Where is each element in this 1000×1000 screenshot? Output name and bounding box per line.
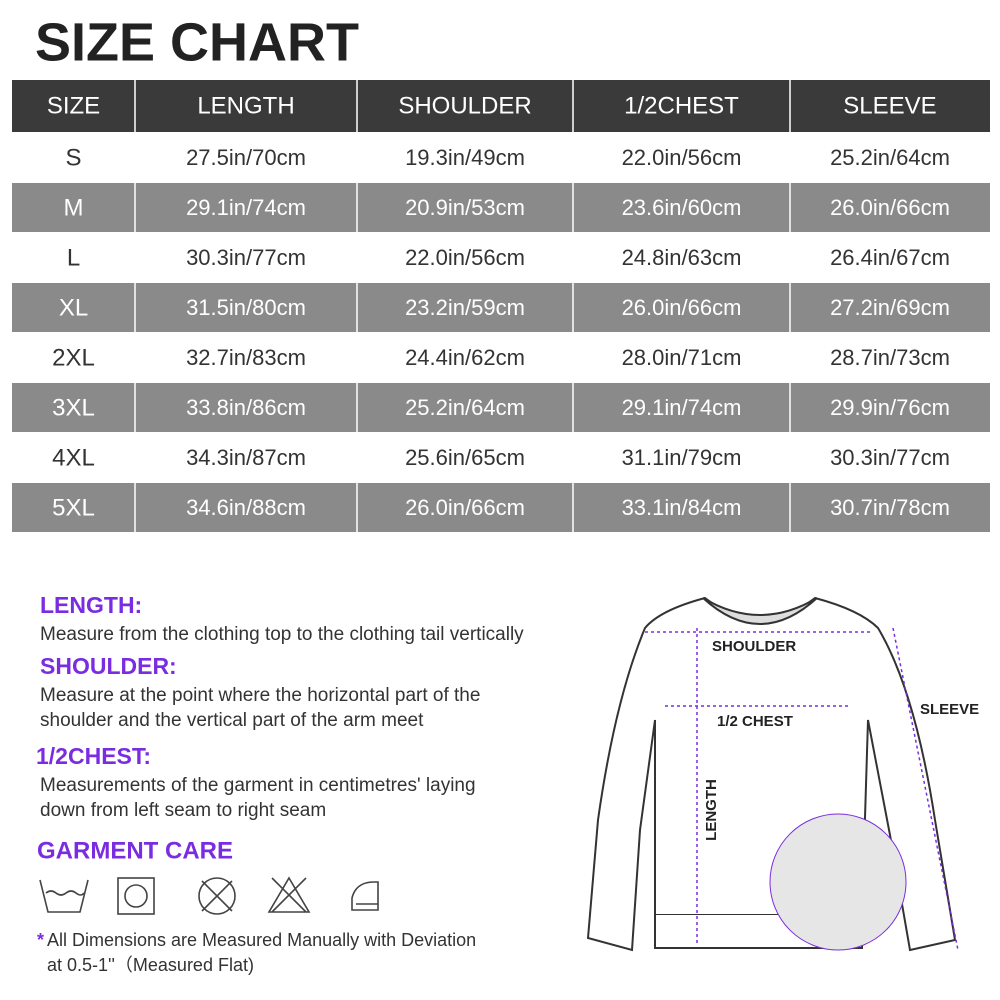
table-cell: 29.9in/76cm xyxy=(830,395,950,420)
table-cell: 30.7in/78cm xyxy=(830,495,950,520)
table-cell: 26.4in/67cm xyxy=(830,245,950,270)
table-cell: 24.8in/63cm xyxy=(622,245,742,270)
row-band xyxy=(12,483,990,532)
size-cell: 3XL xyxy=(52,394,95,421)
table-cell: 23.6in/60cm xyxy=(622,195,742,220)
footnote-line: at 0.5-1''（Measured Flat) xyxy=(47,955,254,975)
no-bleach-icon xyxy=(267,876,311,913)
table-cell: 30.3in/77cm xyxy=(830,445,950,470)
measure-lines xyxy=(645,627,959,951)
table-cell: 22.0in/56cm xyxy=(622,145,742,170)
definition-text: Measure at the point where the horizonta… xyxy=(40,685,480,706)
size-cell: S xyxy=(65,144,81,171)
table-cell: 19.3in/49cm xyxy=(405,145,525,170)
table-cell: 24.4in/62cm xyxy=(405,345,525,370)
size-cell: 4XL xyxy=(52,444,95,471)
table-cell: 28.7in/73cm xyxy=(830,345,950,370)
definition-text: down from left seam to right seam xyxy=(40,800,326,821)
table-cell: 34.3in/87cm xyxy=(186,445,306,470)
table-cell: 29.1in/74cm xyxy=(622,395,742,420)
header-cell: 1/2CHEST xyxy=(624,92,739,119)
diagram-label: 1/2 CHEST xyxy=(717,713,793,730)
care-title: GARMENT CARE xyxy=(37,837,233,864)
iron-icon xyxy=(351,881,379,911)
size-cell: XL xyxy=(59,294,88,321)
dryer-icon xyxy=(117,877,155,915)
dryer-circle xyxy=(124,884,148,908)
table-cell: 27.5in/70cm xyxy=(186,145,306,170)
diagram-label: SLEEVE xyxy=(920,701,979,718)
definition-term: SHOULDER: xyxy=(40,653,177,679)
sweater xyxy=(586,596,957,952)
table-cell: 33.1in/84cm xyxy=(622,495,742,520)
footnote-line: All Dimensions are Measured Manually wit… xyxy=(47,930,476,950)
size-table: SIZE LENGTH SHOULDER 1/2CHEST SLEEVE S 27.5in/… xyxy=(12,80,990,532)
table-cell: 23.2in/59cm xyxy=(405,295,525,320)
table-cell: 30.3in/77cm xyxy=(186,245,306,270)
definition-term: LENGTH: xyxy=(40,592,142,618)
header-cell: SLEEVE xyxy=(843,92,936,119)
title: SIZE CHART xyxy=(35,12,359,72)
header-cell: LENGTH xyxy=(197,92,294,119)
table-cell: 25.6in/65cm xyxy=(405,445,525,470)
footnote-marker: * xyxy=(37,930,44,950)
definition-text: Measure from the clothing top to the clo… xyxy=(40,624,524,645)
table-cell: 20.9in/53cm xyxy=(405,195,525,220)
table-cell: 31.1in/79cm xyxy=(622,445,742,470)
size-cell: M xyxy=(64,194,84,221)
diagram-label: LENGTH xyxy=(703,779,720,841)
no-dryclean-icon xyxy=(198,877,236,915)
care-icons xyxy=(39,876,379,915)
header-row xyxy=(12,80,990,132)
table-cell: 28.0in/71cm xyxy=(622,345,742,370)
definitions: LENGTH: Measure from the clothing top to … xyxy=(36,592,524,821)
collar xyxy=(702,597,818,625)
table-cell: 26.0in/66cm xyxy=(405,495,525,520)
table-cell: 26.0in/66cm xyxy=(622,295,742,320)
size-cell: 2XL xyxy=(52,344,95,371)
wash-icon xyxy=(39,879,89,913)
definition-text: Measurements of the garment in centimetr… xyxy=(40,775,476,796)
table-cell: 33.8in/86cm xyxy=(186,395,306,420)
fabric-swatch xyxy=(769,813,907,951)
diagram-label: SHOULDER xyxy=(712,638,796,655)
table-cell: 29.1in/74cm xyxy=(186,195,306,220)
definition-text: shoulder and the vertical part of the ar… xyxy=(40,710,424,731)
size-cell: 5XL xyxy=(52,494,95,521)
row-band xyxy=(12,283,990,332)
table-cell: 32.7in/83cm xyxy=(186,345,306,370)
sleeve-line xyxy=(892,627,959,951)
cross xyxy=(201,880,233,912)
row-band xyxy=(12,383,990,432)
table-cell: 22.0in/56cm xyxy=(405,245,525,270)
table-cell: 34.6in/88cm xyxy=(186,495,306,520)
table-cell: 26.0in/66cm xyxy=(830,195,950,220)
definition-term: 1/2CHEST: xyxy=(36,743,151,769)
row-band xyxy=(12,183,990,232)
header-cell: SIZE xyxy=(47,92,100,119)
table-cell: 27.2in/69cm xyxy=(830,295,950,320)
size-cell: L xyxy=(67,244,80,271)
table-cell: 31.5in/80cm xyxy=(186,295,306,320)
table-cell: 25.2in/64cm xyxy=(405,395,525,420)
table-cell: 25.2in/64cm xyxy=(830,145,950,170)
header-cell: SHOULDER xyxy=(398,92,531,119)
